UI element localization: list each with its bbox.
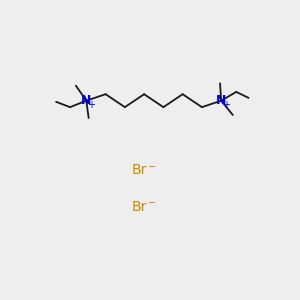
Text: Br: Br: [131, 200, 147, 214]
Text: −: −: [148, 161, 156, 172]
Text: N: N: [216, 94, 226, 107]
Text: Br: Br: [131, 163, 147, 177]
Text: +: +: [222, 100, 230, 110]
Text: −: −: [148, 199, 156, 208]
Text: N: N: [81, 94, 92, 107]
Text: +: +: [87, 100, 95, 110]
